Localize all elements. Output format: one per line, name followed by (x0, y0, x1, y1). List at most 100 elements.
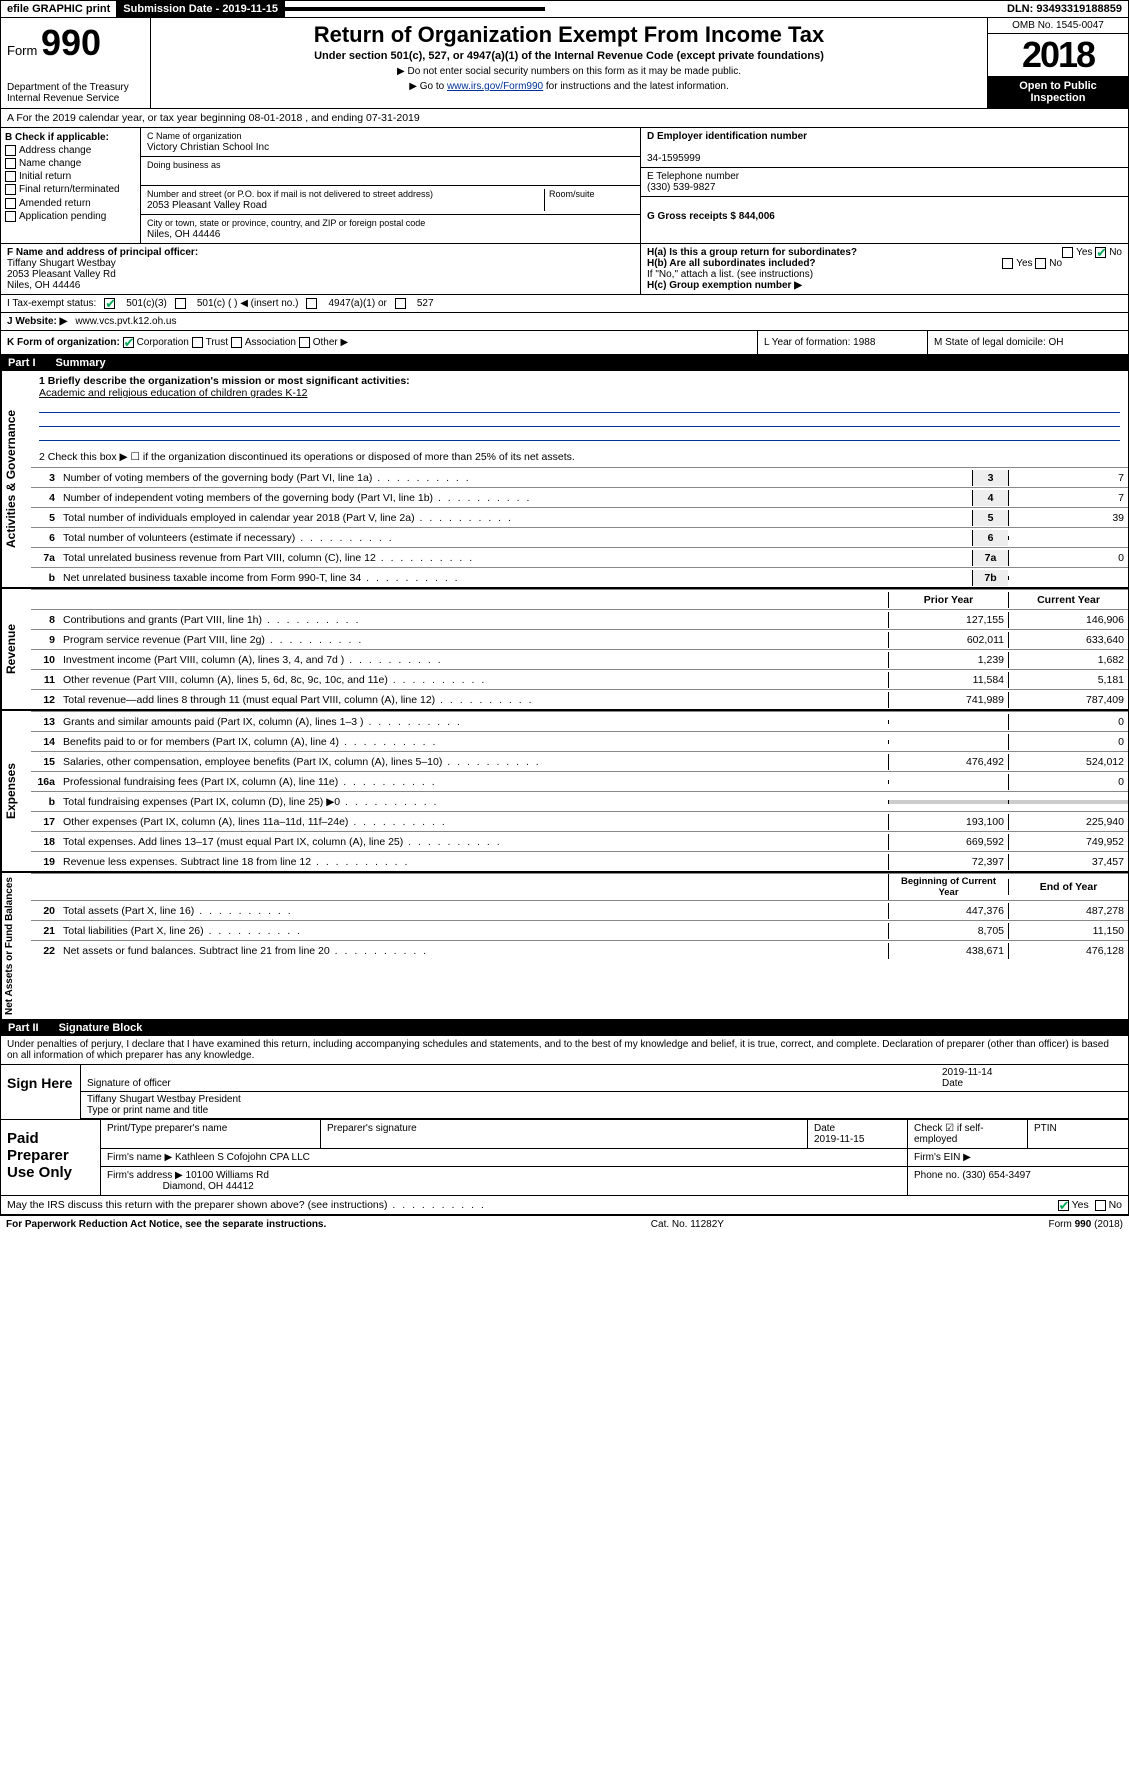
cb-trust[interactable] (192, 337, 203, 348)
year-cell: OMB No. 1545-0047 2018 Open to Public In… (988, 18, 1128, 108)
open-inspection: Open to Public Inspection (988, 76, 1128, 108)
firm-phone: Phone no. (330) 654-3497 (908, 1167, 1128, 1195)
cb-4947[interactable] (306, 298, 317, 309)
blank-button[interactable] (285, 7, 545, 11)
summary-line: 17Other expenses (Part IX, column (A), l… (31, 811, 1128, 831)
opt-501c3: 501(c)(3) (126, 298, 167, 309)
discuss-yes-cb[interactable] (1058, 1200, 1069, 1211)
cb-501c[interactable] (175, 298, 186, 309)
note-goto: ▶ Go to www.irs.gov/Form990 for instruct… (157, 81, 981, 92)
cb-501c3[interactable] (104, 298, 115, 309)
room-label: Room/suite (549, 189, 595, 199)
website-value: www.vcs.pvt.k12.oh.us (75, 316, 176, 327)
firm-addr: 10100 Williams Rd (186, 1170, 269, 1181)
summary-line: 6Total number of volunteers (estimate if… (31, 527, 1128, 547)
org-name-label: C Name of organization (147, 131, 242, 141)
opt-527: 527 (417, 298, 434, 309)
form-header: Form 990 Department of the Treasury Inte… (0, 18, 1129, 109)
q2: 2 Check this box ▶ ☐ if the organization… (31, 447, 1128, 467)
f-addr: 2053 Pleasant Valley Rd (7, 269, 116, 280)
form-title: Return of Organization Exempt From Incom… (157, 22, 981, 48)
k-label: K Form of organization: (7, 337, 120, 348)
cb-final-return[interactable]: Final return/terminated (5, 184, 136, 195)
hb-no[interactable]: No (1049, 258, 1062, 269)
efile-label[interactable]: efile GRAPHIC print (1, 1, 117, 17)
ha-yes[interactable]: Yes (1076, 247, 1092, 258)
cb-initial-return[interactable]: Initial return (5, 171, 136, 182)
footer-left: For Paperwork Reduction Act Notice, see … (6, 1219, 326, 1230)
cb-amended[interactable]: Amended return (5, 198, 136, 209)
col-b-label: B Check if applicable: (5, 132, 109, 143)
summary-line: 16aProfessional fundraising fees (Part I… (31, 771, 1128, 791)
cb-name-change[interactable]: Name change (5, 158, 136, 169)
addr-value: 2053 Pleasant Valley Road (147, 200, 267, 211)
paid-label: Paid Preparer Use Only (1, 1120, 101, 1195)
prep-check[interactable]: Check ☑ if self-employed (908, 1120, 1028, 1148)
submission-date-button[interactable]: Submission Date - 2019-11-15 (117, 1, 285, 17)
f-city: Niles, OH 44446 (7, 280, 80, 291)
jurat: Under penalties of perjury, I declare th… (0, 1036, 1129, 1065)
hc-label: H(c) Group exemption number ▶ (647, 280, 802, 291)
part1-body: Activities & Governance 1 Briefly descri… (0, 371, 1129, 1020)
title-cell: Return of Organization Exempt From Incom… (151, 18, 988, 108)
cb-527[interactable] (395, 298, 406, 309)
prep-date: 2019-11-15 (814, 1134, 864, 1145)
goto-post: for instructions and the latest informat… (543, 81, 729, 92)
part2-header: Part II Signature Block (0, 1020, 1129, 1036)
form-subtitle: Under section 501(c), 527, or 4947(a)(1)… (157, 50, 981, 62)
sign-here-block: Sign Here Signature of officer 2019-11-1… (0, 1065, 1129, 1120)
k-assoc: Association (245, 337, 296, 348)
discuss-yes: Yes (1072, 1199, 1089, 1211)
part1-header: Part I Summary (0, 355, 1129, 371)
city-value: Niles, OH 44446 (147, 229, 220, 240)
prep-name-lbl: Print/Type preparer's name (101, 1120, 321, 1148)
cb-address-change[interactable]: Address change (5, 145, 136, 156)
summary-line: 15Salaries, other compensation, employee… (31, 751, 1128, 771)
f-name: Tiffany Shugart Westbay (7, 258, 116, 269)
addr-label: Number and street (or P.O. box if mail i… (147, 189, 433, 199)
phone-label: E Telephone number (647, 171, 739, 182)
firm-name-lbl: Firm's name ▶ (107, 1152, 172, 1163)
form-number: 990 (41, 22, 101, 63)
tax-year: 2018 (988, 34, 1128, 76)
section-bcdeg: B Check if applicable: Address change Na… (0, 128, 1129, 244)
irs-link[interactable]: www.irs.gov/Form990 (447, 81, 543, 92)
cb-app-pending[interactable]: Application pending (5, 211, 136, 222)
cb-assoc[interactable] (231, 337, 242, 348)
summary-line: 11Other revenue (Part VIII, column (A), … (31, 669, 1128, 689)
hb-yes[interactable]: Yes (1016, 258, 1032, 269)
hb-label: H(b) Are all subordinates included? (647, 258, 816, 269)
col-d-ein: D Employer identification number34-15959… (641, 128, 1128, 243)
cb-other[interactable] (299, 337, 310, 348)
summary-line: 8Contributions and grants (Part VIII, li… (31, 609, 1128, 629)
summary-line: 4Number of independent voting members of… (31, 487, 1128, 507)
sig-date: 2019-11-14 (942, 1067, 992, 1078)
firm-addr-lbl: Firm's address ▶ (107, 1170, 183, 1181)
ein-label: D Employer identification number (647, 131, 807, 142)
summary-line: 14Benefits paid to or for members (Part … (31, 731, 1128, 751)
summary-line: 3Number of voting members of the governi… (31, 467, 1128, 487)
dln-label: DLN: 93493319188859 (1001, 1, 1128, 17)
sig-name: Tiffany Shugart Westbay President (87, 1094, 241, 1105)
top-bar: efile GRAPHIC print Submission Date - 20… (0, 0, 1129, 18)
vlabel-exp: Expenses (1, 711, 31, 871)
part1-num: Part I (8, 357, 36, 369)
k-other: Other ▶ (313, 337, 348, 348)
col-beg: Beginning of Current Year (888, 874, 1008, 900)
col-h: H(a) Is this a group return for subordin… (641, 244, 1128, 294)
footer-mid: Cat. No. 11282Y (651, 1219, 724, 1230)
discuss-no-cb[interactable] (1095, 1200, 1106, 1211)
col-c-org: C Name of organizationVictory Christian … (141, 128, 641, 243)
q1-answer: Academic and religious education of chil… (39, 387, 308, 399)
col-curr: Current Year (1008, 592, 1128, 608)
cb-corp[interactable] (123, 337, 134, 348)
ha-no[interactable]: No (1109, 247, 1122, 258)
vlabel-gov: Activities & Governance (1, 371, 31, 587)
i-label: I Tax-exempt status: (7, 298, 96, 309)
summary-line: 10Investment income (Part VIII, column (… (31, 649, 1128, 669)
form-label: Form (7, 43, 37, 58)
note-ssn: ▶ Do not enter social security numbers o… (157, 66, 981, 77)
prep-date-lbl: Date (814, 1123, 835, 1134)
row-j-website: J Website: ▶ www.vcs.pvt.k12.oh.us (0, 313, 1129, 331)
firm-name: Kathleen S Cofojohn CPA LLC (175, 1152, 310, 1163)
